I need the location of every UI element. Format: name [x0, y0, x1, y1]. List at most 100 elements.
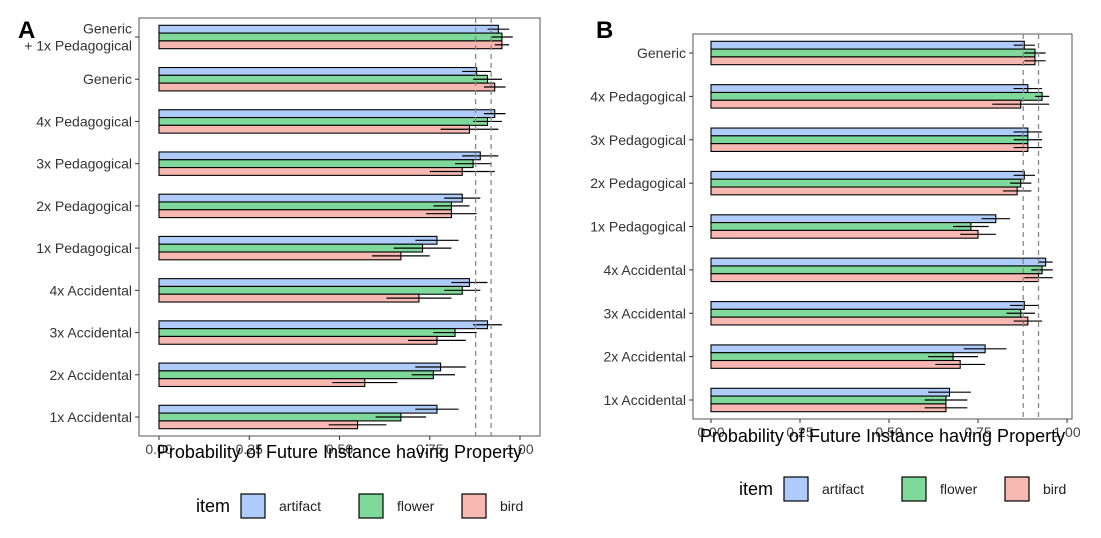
- y-tick-label: 1x Pedagogical: [590, 219, 686, 235]
- bar-bird-4x-accidental: [710, 273, 1040, 283]
- bar-flower-1x-pedagogical: [158, 243, 424, 253]
- y-tick-label: 4x Pedagogical: [590, 88, 686, 104]
- x-tick-label: 0.25: [786, 424, 813, 440]
- bar-flower-3x-accidental: [158, 328, 456, 338]
- bar-artifact-4x-accidental: [158, 278, 471, 287]
- bar-artifact-generic: [710, 40, 1025, 50]
- legend-label-artifact: artifact: [822, 481, 864, 497]
- bar-flower-4x-accidental: [158, 285, 463, 295]
- bar-bird-1x-accidental: [710, 403, 947, 413]
- bar-flower-2x-pedagogical: [158, 201, 452, 211]
- bar-artifact-1x-pedagogical: [158, 235, 438, 245]
- legend-label-flower: flower: [940, 481, 978, 497]
- bar-flower-3x-pedagogical: [710, 135, 1029, 145]
- bar-flower-4x-accidental: [710, 265, 1043, 275]
- bar-artifact-1x-pedagogical: [710, 214, 997, 224]
- bar-flower-2x-pedagogical: [710, 178, 1022, 188]
- legend-title: item: [196, 496, 230, 516]
- bar-artifact-1x-accidental: [158, 404, 438, 414]
- y-tick-label: 2x Accidental: [50, 367, 133, 383]
- x-axis-title: Probability of Future Instance having Pr…: [700, 426, 1065, 446]
- bar-bird-1x-accidental: [158, 420, 359, 430]
- bar-bird-generic: [158, 82, 496, 92]
- bar-bird-generic: [710, 56, 1036, 66]
- bar-flower-2x-accidental: [158, 370, 434, 380]
- bar-flower-generic: [158, 74, 489, 84]
- legend-label-artifact: artifact: [279, 498, 321, 514]
- panel-b: B 1x Accidental 2x Accidental 3x Accidental…: [590, 17, 1081, 446]
- bar-bird-3x-accidental: [710, 316, 1029, 326]
- bar-flower-generic-1x-pedagogical: [158, 32, 503, 42]
- bar-artifact-2x-pedagogical: [158, 193, 463, 203]
- bar-bird-3x-pedagogical: [710, 143, 1029, 152]
- legend-swatch-flower: [901, 476, 927, 502]
- bar-artifact-4x-accidental: [710, 257, 1047, 267]
- bar-bird-3x-pedagogical: [158, 167, 463, 176]
- bar-flower-1x-accidental: [710, 395, 947, 405]
- bar-bird-1x-pedagogical: [710, 229, 979, 239]
- bar-artifact-generic: [158, 66, 478, 76]
- bar-bird-2x-pedagogical: [158, 209, 452, 219]
- legend-label-flower: flower: [397, 498, 435, 514]
- y-tick-label: 2x Accidental: [604, 349, 687, 365]
- x-tick-label: 1.00: [506, 441, 533, 457]
- y-tick-label: 1x Pedagogical: [36, 240, 132, 256]
- x-tick-label: 0.00: [145, 441, 172, 457]
- y-tick-label: 4x Accidental: [604, 262, 687, 278]
- panel-label: B: [596, 17, 613, 44]
- bar-flower-4x-pedagogical: [158, 116, 489, 126]
- y-tick-label: 3x Accidental: [50, 325, 133, 341]
- bar-bird-1x-pedagogical: [158, 251, 402, 261]
- x-tick-label: 0.50: [875, 424, 902, 440]
- bar-flower-2x-accidental: [710, 352, 954, 362]
- y-tick-label: 3x Accidental: [604, 305, 687, 321]
- y-tick-label: 4x Pedagogical: [36, 113, 132, 129]
- bar-artifact-3x-pedagogical: [710, 127, 1029, 137]
- legend-label-bird: bird: [1043, 481, 1066, 497]
- x-tick-label: 0.75: [964, 424, 991, 440]
- y-tick-label: 2x Pedagogical: [36, 198, 132, 214]
- legend-swatch-artifact: [783, 476, 809, 502]
- bar-artifact-4x-pedagogical: [710, 84, 1029, 94]
- y-tick-label: Generic: [637, 45, 686, 61]
- bar-flower-generic: [710, 48, 1036, 58]
- x-tick-label: 0.50: [326, 441, 353, 457]
- bar-flower-3x-accidental: [710, 308, 1022, 318]
- bar-bird-4x-pedagogical: [158, 124, 471, 134]
- bar-flower-1x-pedagogical: [710, 222, 972, 231]
- legend-title: item: [739, 479, 773, 499]
- bar-bird-3x-accidental: [158, 335, 438, 345]
- x-tick-label: 0.00: [697, 424, 724, 440]
- y-tick-label: Generic + 1x Pedagogical: [24, 21, 132, 54]
- y-tick-label: 1x Accidental: [50, 409, 133, 425]
- bar-flower-1x-accidental: [158, 412, 402, 422]
- bar-bird-4x-accidental: [158, 293, 420, 303]
- bar-artifact-4x-pedagogical: [158, 109, 496, 119]
- y-tick-label: 3x Pedagogical: [590, 132, 686, 148]
- bar-artifact-1x-accidental: [710, 387, 951, 397]
- y-tick-label: Generic: [83, 71, 132, 87]
- y-tick-label: 1x Accidental: [604, 392, 687, 408]
- y-tick-label: 2x Pedagogical: [590, 175, 686, 191]
- bar-artifact-2x-accidental: [710, 344, 986, 354]
- bar-flower-4x-pedagogical: [710, 91, 1043, 101]
- x-tick-label: 1.00: [1053, 424, 1080, 440]
- x-axis-title: Probability of Future Instance having Pr…: [157, 442, 522, 462]
- bar-artifact-3x-accidental: [158, 320, 489, 330]
- bar-artifact-generic-1x-pedagogical: [158, 24, 499, 34]
- legend: item artifact flower bird item artifact flower…: [196, 476, 1066, 519]
- bar-bird-2x-accidental: [710, 359, 961, 369]
- y-tick-label: 3x Pedagogical: [36, 156, 132, 172]
- legend-swatch-flower: [358, 493, 384, 519]
- bar-bird-2x-pedagogical: [710, 186, 1018, 196]
- y-tick-label: 4x Accidental: [50, 282, 133, 298]
- panel-a: A 1x Accidental 2x Accidental 3x Accidental…: [18, 17, 541, 462]
- bar-bird-4x-pedagogical: [710, 99, 1022, 109]
- legend-label-bird: bird: [500, 498, 523, 514]
- legend-swatch-artifact: [240, 493, 266, 519]
- bar-artifact-2x-pedagogical: [710, 170, 1025, 180]
- x-tick-label: 0.75: [416, 441, 443, 457]
- bar-artifact-2x-accidental: [158, 362, 442, 372]
